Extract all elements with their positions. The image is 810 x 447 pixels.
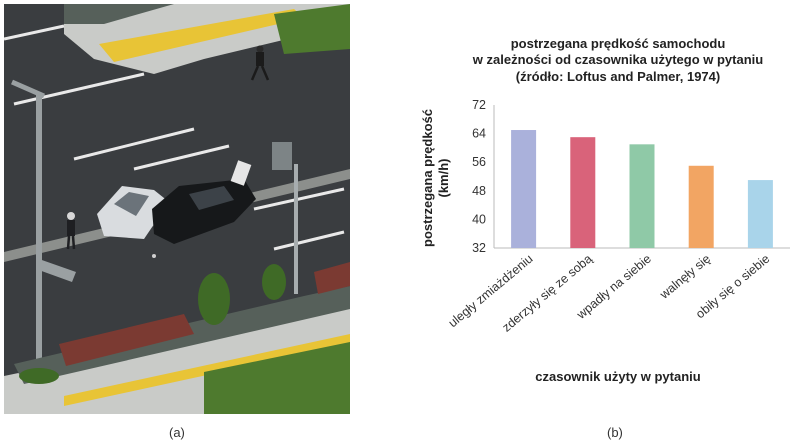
lane-marking: [13, 72, 145, 106]
y-tick-label: 40: [472, 212, 486, 226]
y-tick-label: 56: [472, 155, 486, 169]
x-category-label: walnęły się: [657, 252, 714, 303]
shrub: [198, 273, 230, 325]
bars: [511, 130, 773, 248]
y-tick-label: 72: [472, 98, 486, 112]
bar-5: [747, 180, 773, 248]
speed-bar-chart: postrzegana prędkość samochodu w zależno…: [420, 36, 790, 384]
red-hedge: [59, 314, 194, 366]
x-axis-title: czasownik użyty w pytaniu: [535, 369, 700, 384]
upper-grass: [274, 4, 350, 54]
police-officer: [66, 212, 76, 250]
accident-photo: [4, 4, 350, 414]
yellow-tactile-strip: [99, 9, 304, 62]
shrub: [19, 368, 59, 384]
upper-left-planter: [64, 4, 174, 24]
bar-2: [570, 137, 596, 248]
street-sign: [272, 142, 292, 170]
y-axis-title: postrzegana prędkość (km/h): [420, 109, 451, 247]
panel-a-caption: (a): [169, 425, 185, 440]
lane-marking: [133, 144, 230, 171]
lane-marking: [253, 187, 345, 211]
bar-4: [688, 165, 714, 248]
y-tick-label: 48: [472, 184, 486, 198]
bar-3: [629, 144, 655, 248]
red-hedge: [314, 262, 350, 294]
bar-1: [511, 130, 537, 248]
lane-marking: [273, 230, 345, 251]
chart-title-line-2: w zależności od czasownika użytego w pyt…: [472, 52, 763, 67]
panel-b-caption: (b): [607, 425, 623, 440]
debris: [152, 254, 156, 258]
lamp-shadow: [36, 259, 76, 282]
chart-title: postrzegana prędkość samochodu w zależno…: [472, 36, 763, 84]
lower-grass: [204, 342, 350, 414]
y-tick-label: 64: [472, 127, 486, 141]
y-tick-labels: 32 40 48 56 64 72: [472, 98, 486, 255]
y-axis-title-line-2: (km/h): [436, 159, 451, 198]
pedestrian: [250, 45, 270, 81]
white-car: [97, 186, 169, 239]
lane-marking: [4, 24, 65, 41]
chart-title-line-1: postrzegana prędkość samochodu: [511, 36, 726, 51]
y-axis-title-line-1: postrzegana prędkość: [420, 109, 435, 247]
y-tick-label: 32: [472, 241, 486, 255]
lane-marking: [73, 127, 195, 161]
yellow-tactile-strip: [64, 334, 350, 406]
chart-title-line-3: (źródło: Loftus and Palmer, 1974): [516, 69, 720, 84]
black-car: [152, 160, 256, 244]
lamp-arm: [10, 79, 46, 99]
shrub: [262, 264, 286, 300]
